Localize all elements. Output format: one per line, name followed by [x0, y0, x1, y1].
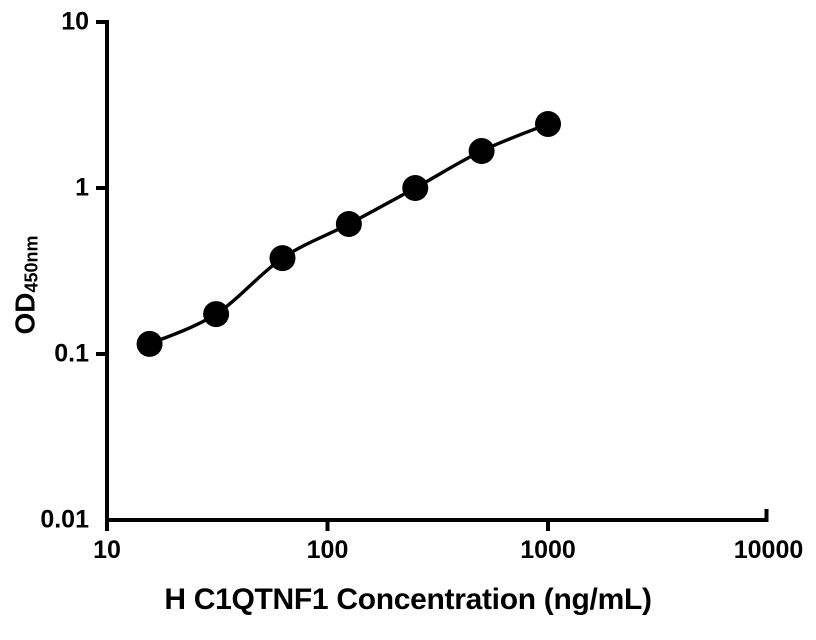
- data-point: [535, 110, 561, 137]
- axes-group: [105, 20, 769, 522]
- y-tick-label-0-1: 0.1: [54, 339, 89, 368]
- y-tick-label-10: 10: [61, 7, 89, 36]
- x-tick-label-100: 100: [306, 536, 349, 564]
- x-tick-label-10: 10: [93, 536, 121, 564]
- y-tick-label-1: 1: [75, 173, 89, 202]
- y-tick-label-0-01: 0.01: [40, 505, 89, 534]
- y-axis-title: OD450nm: [6, 170, 46, 400]
- y-axis-title-base: OD: [9, 292, 41, 335]
- data-point: [402, 175, 429, 201]
- x-tick-label-1000: 1000: [520, 536, 576, 564]
- data-point: [136, 330, 163, 357]
- x-tick-label-10000: 10000: [733, 536, 804, 564]
- data-point: [335, 210, 362, 237]
- data-point: [203, 301, 230, 328]
- data-point: [269, 245, 296, 272]
- x-axis-title: H C1QTNF1 Concentration (ng/mL): [164, 583, 652, 616]
- y-axis-title-subscript: 450nm: [21, 235, 42, 293]
- data-points-group: [136, 110, 561, 357]
- data-point: [468, 138, 495, 165]
- axis-ticks-group: [96, 20, 550, 531]
